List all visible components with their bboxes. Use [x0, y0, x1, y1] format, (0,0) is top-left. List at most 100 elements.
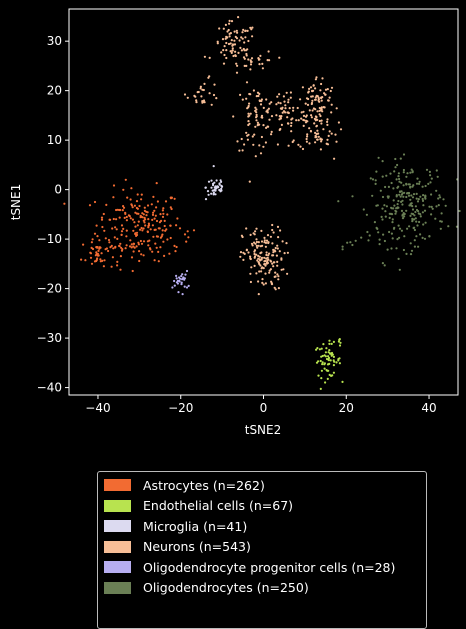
data-point: [211, 182, 215, 185]
data-point: [147, 222, 150, 225]
data-point: [99, 258, 102, 261]
data-point: [365, 213, 368, 216]
data-point: [321, 363, 324, 366]
data-point: [310, 116, 313, 119]
data-point: [423, 209, 427, 212]
data-point: [102, 212, 105, 216]
data-point: [297, 143, 300, 146]
data-point: [338, 362, 341, 365]
data-point: [151, 218, 154, 221]
data-point: [419, 195, 422, 198]
data-point: [407, 183, 410, 186]
data-point: [222, 62, 226, 65]
data-point: [138, 259, 141, 263]
data-point: [122, 205, 125, 208]
data-point: [203, 101, 206, 104]
data-point: [381, 160, 384, 163]
data-point: [255, 272, 258, 275]
series-1-points: [315, 338, 344, 390]
data-point: [328, 96, 331, 99]
data-point: [260, 135, 263, 139]
data-point: [325, 369, 328, 372]
data-point: [341, 380, 344, 383]
data-point: [242, 258, 245, 261]
data-point: [302, 124, 305, 127]
data-point: [292, 109, 295, 112]
data-point: [219, 189, 222, 193]
data-point: [95, 224, 98, 227]
legend-item-opc: Oligodendrocyte progenitor cells (n=28): [104, 557, 420, 578]
data-point: [297, 119, 300, 122]
data-point: [216, 40, 219, 43]
data-point: [235, 62, 238, 65]
data-point: [272, 265, 275, 268]
data-point: [115, 228, 118, 231]
data-point: [276, 225, 280, 228]
data-point: [241, 98, 244, 101]
data-point: [447, 225, 450, 228]
data-point: [100, 216, 104, 219]
data-point: [268, 269, 271, 272]
data-point: [330, 351, 334, 355]
data-point: [257, 244, 260, 247]
data-point: [280, 123, 283, 126]
data-point: [268, 252, 271, 255]
data-point: [428, 235, 431, 238]
data-point: [263, 239, 266, 242]
data-point: [332, 355, 335, 358]
data-point: [181, 273, 184, 276]
data-point: [458, 209, 461, 213]
data-point: [249, 59, 252, 62]
data-point: [371, 178, 375, 181]
data-point: [328, 130, 331, 133]
data-point: [316, 138, 319, 141]
data-point: [175, 274, 178, 277]
data-point: [120, 233, 123, 236]
data-point: [225, 56, 228, 60]
data-point: [133, 204, 136, 207]
data-point: [283, 100, 286, 103]
data-point: [101, 225, 104, 229]
data-point: [421, 199, 425, 202]
data-point: [326, 123, 329, 126]
y-tick-label: −10: [37, 232, 62, 246]
data-point: [255, 116, 258, 119]
data-point: [318, 100, 321, 103]
data-point: [269, 235, 272, 238]
data-point: [314, 78, 317, 81]
data-point: [388, 230, 391, 234]
y-axis-ticks: −40 −30 −20 −10 0 10 20 30: [37, 34, 69, 395]
data-point: [267, 50, 270, 53]
data-point: [203, 55, 206, 58]
data-point: [400, 229, 403, 232]
data-point: [216, 42, 219, 45]
data-point: [295, 119, 298, 122]
data-point: [310, 95, 313, 98]
data-point: [400, 209, 404, 212]
data-point: [332, 359, 335, 362]
data-point: [192, 229, 196, 232]
data-point: [275, 114, 278, 117]
data-point: [311, 109, 314, 112]
data-point: [186, 230, 189, 233]
data-point: [261, 62, 264, 65]
data-point: [337, 200, 340, 203]
data-point: [93, 200, 97, 204]
data-point: [308, 127, 311, 130]
data-point: [257, 293, 260, 296]
data-point: [93, 232, 97, 235]
data-point: [116, 264, 119, 267]
data-point: [410, 194, 413, 197]
data-point: [249, 112, 252, 115]
data-point: [183, 233, 187, 236]
data-point: [259, 152, 263, 155]
data-point: [180, 283, 183, 286]
data-point: [234, 54, 237, 58]
data-point: [320, 347, 323, 350]
data-point: [163, 219, 166, 222]
data-point: [122, 227, 125, 230]
data-point: [390, 232, 393, 235]
data-point: [411, 220, 414, 223]
data-point: [249, 93, 252, 96]
data-point: [366, 230, 369, 234]
